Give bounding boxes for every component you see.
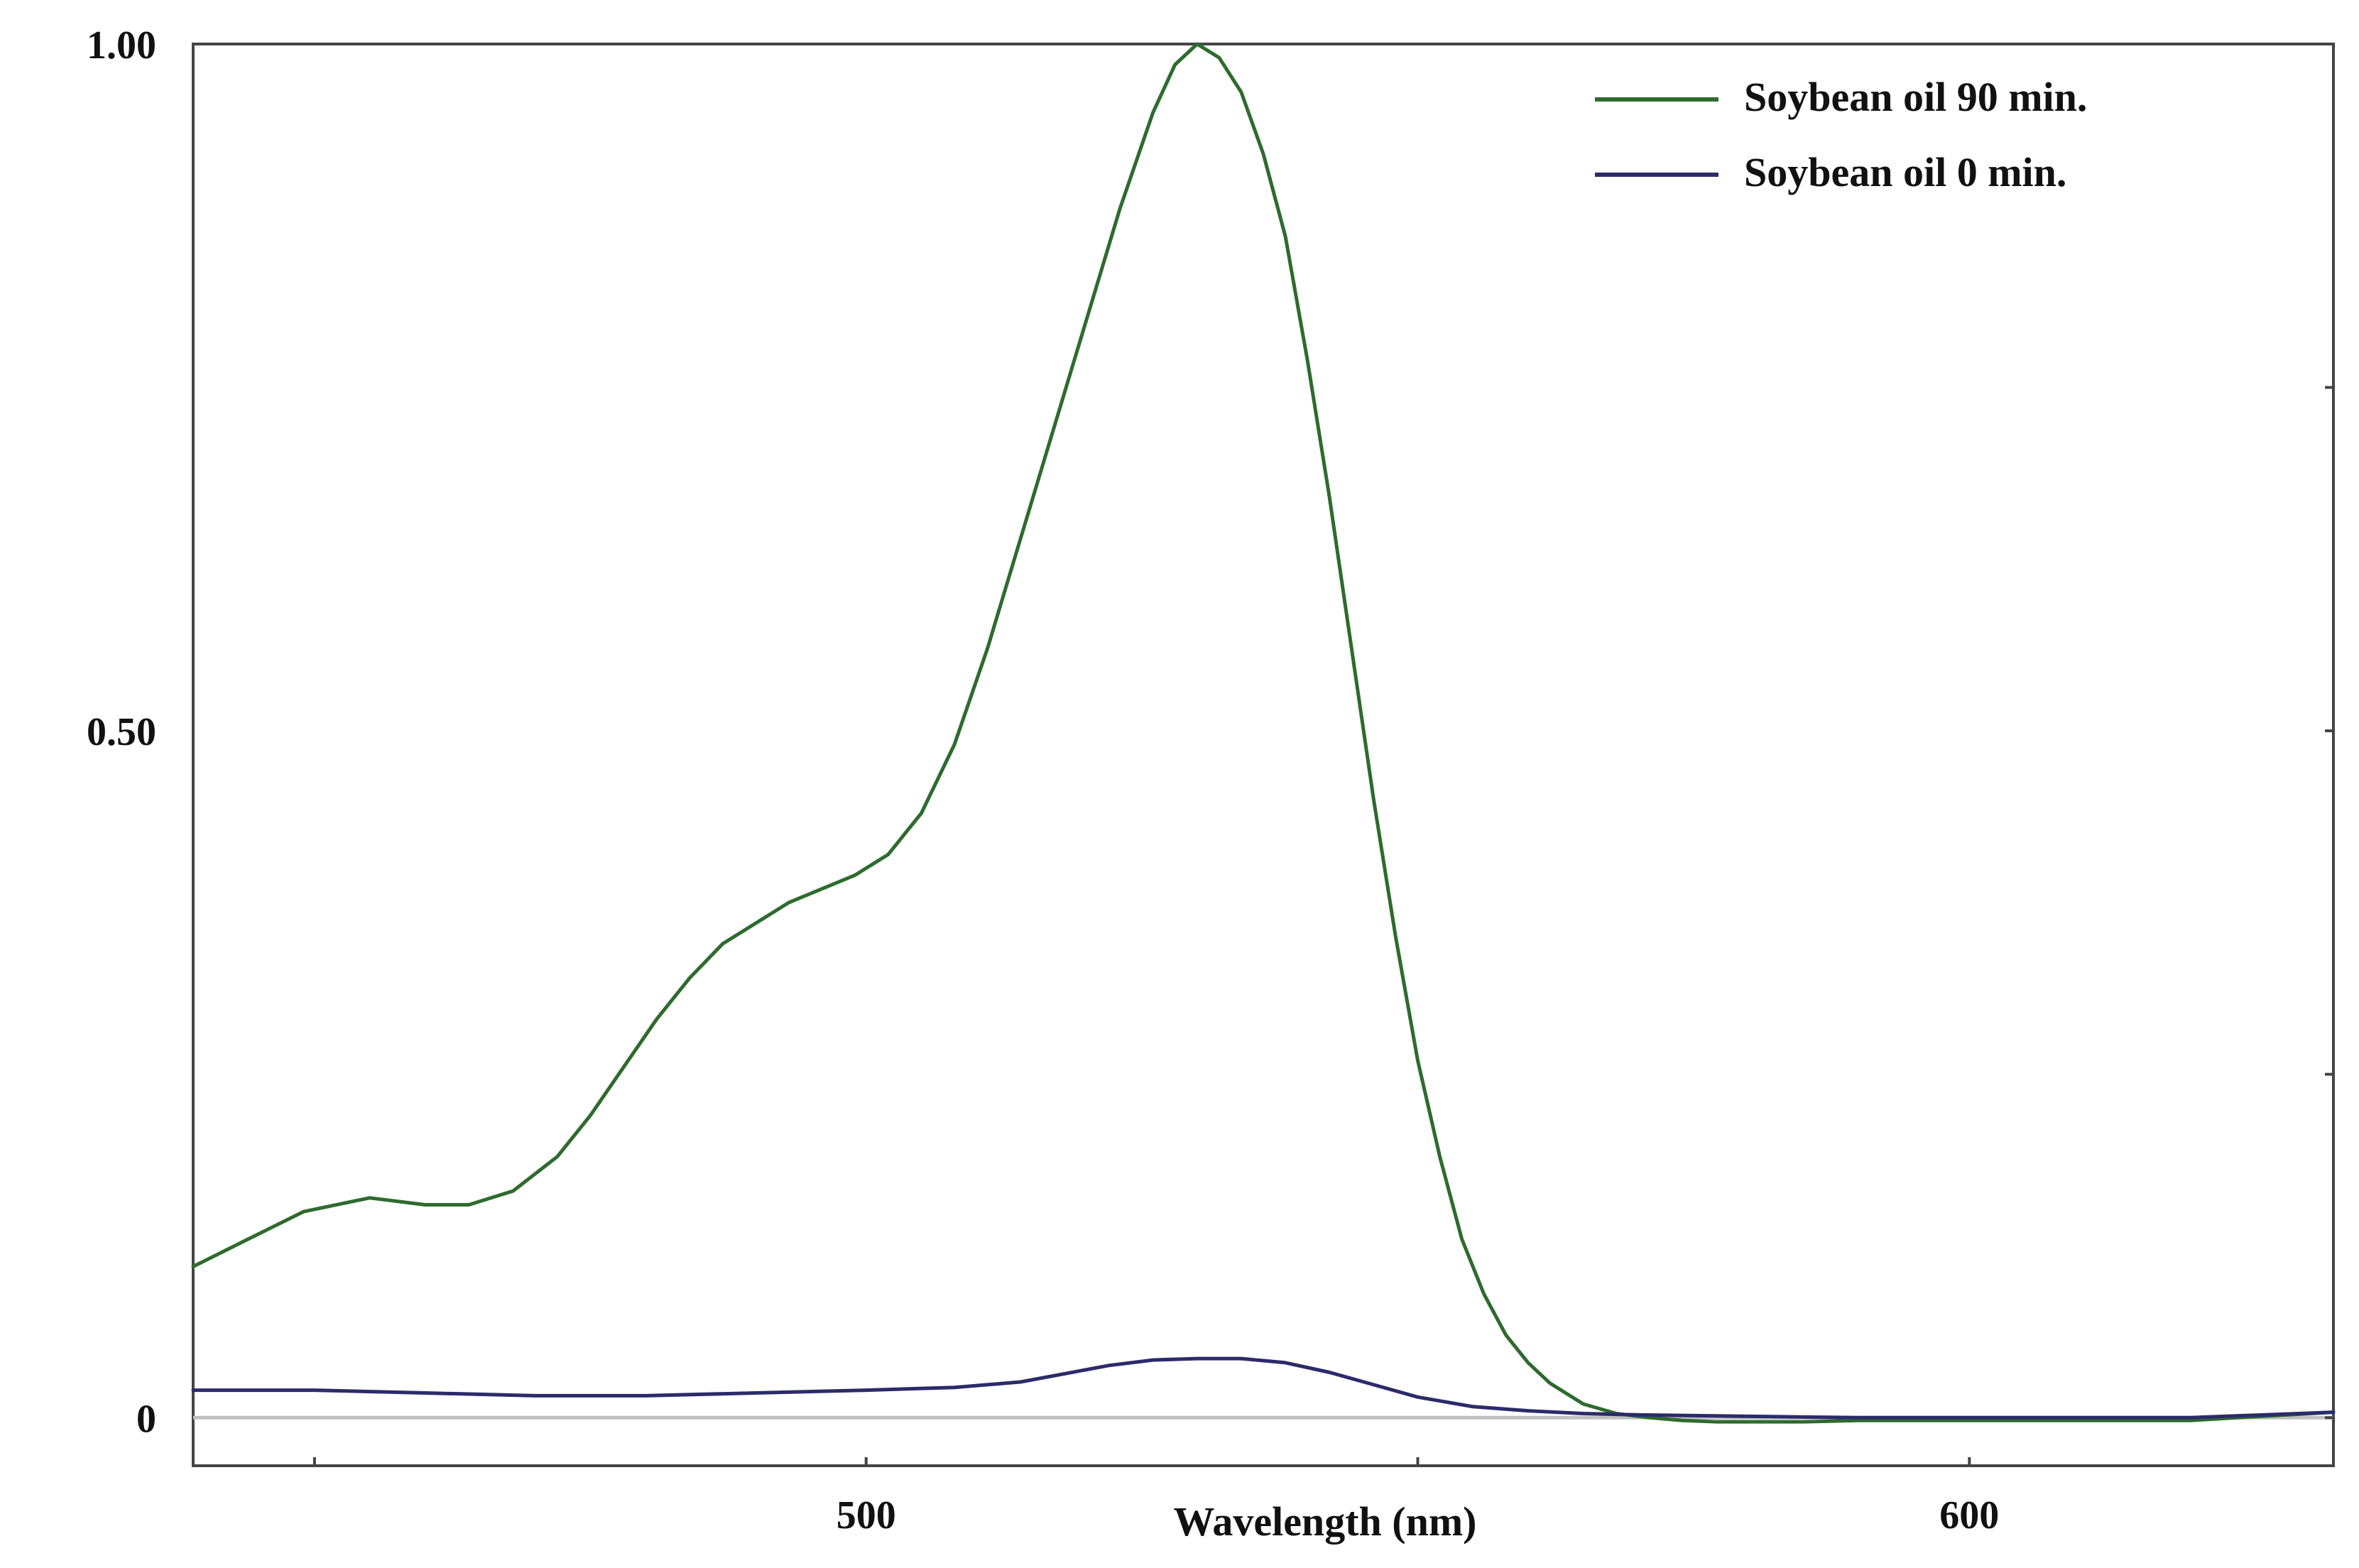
y-tick-label: 0 (136, 1397, 156, 1441)
x-tick-label: 600 (1939, 1493, 1999, 1537)
plot-frame (192, 43, 2335, 1467)
y-axis-ticks: 1.00 0.50 0 (87, 23, 2333, 1441)
series-layer (191, 42, 2336, 1424)
y-tick-label: 1.00 (87, 23, 156, 67)
x-tick-label: 500 (837, 1493, 896, 1537)
legend: Soybean oil 90 min. Soybean oil 0 min. (1595, 74, 2087, 195)
legend-label-soybean-oil-90-min: Soybean oil 90 min. (1744, 74, 2087, 120)
x-axis-title: Wavelength (nm) (1174, 1498, 1477, 1545)
x-axis-ticks: 500 600 (312, 1457, 1999, 1537)
series-line-soybean-oil-0-min (191, 1356, 2336, 1420)
series-line-soybean-oil-90-min (191, 42, 2336, 1424)
y-tick-label: 0.50 (87, 710, 156, 754)
legend-label-soybean-oil-0-min: Soybean oil 0 min. (1744, 149, 2066, 195)
